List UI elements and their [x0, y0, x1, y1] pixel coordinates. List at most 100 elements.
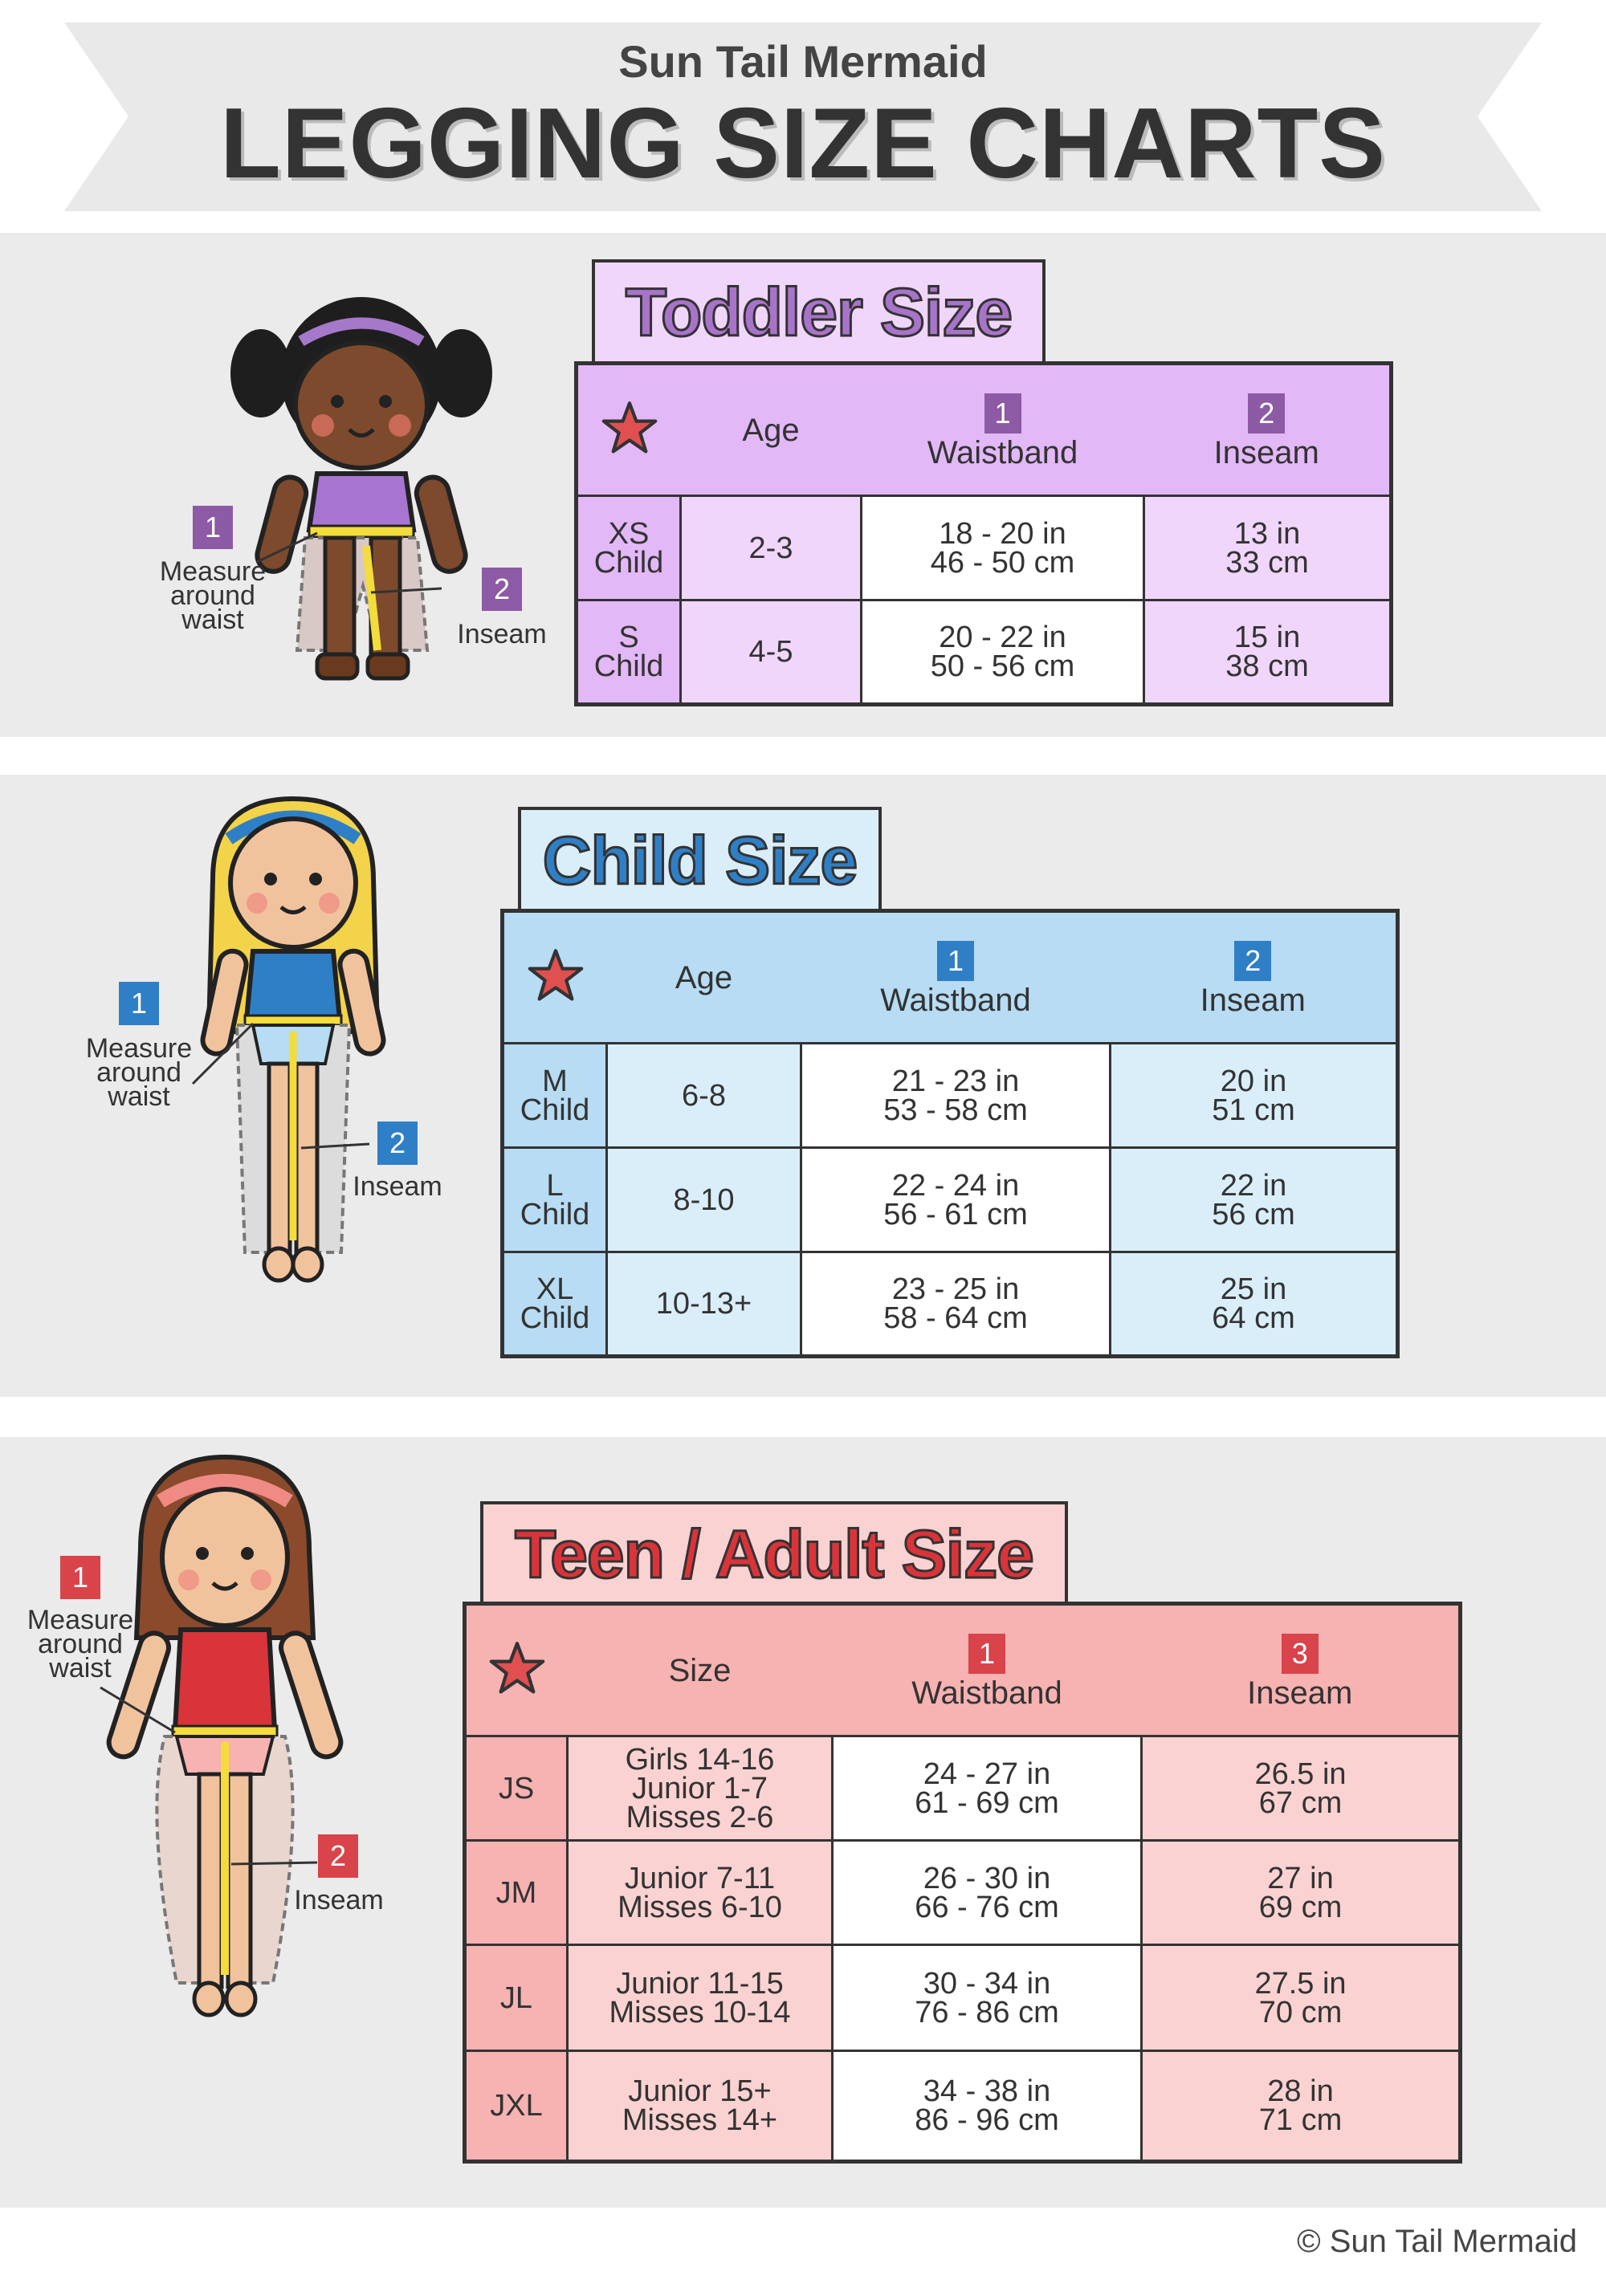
table-row: JS Girls 14-16 Junior 1-7 Misses 2-6 24 - … [463, 1735, 1461, 1842]
inseam-number-badge: 2 [1248, 393, 1286, 434]
table-row: XL Child 10-13+ 23 - 25 in 58 - 64 cm 25 i… [501, 1251, 1399, 1358]
teen-adult-size-table: Size 1 Waistband 3 Inseam JS Girls 14-16 Ju… [463, 1602, 1462, 2164]
table-row: JXL Junior 15+ Misses 14+ 34 - 38 in 86 - … [463, 2050, 1461, 2163]
waistband-label: Waistband [927, 434, 1078, 470]
age-cell: 10-13+ [605, 1251, 802, 1358]
star-icon [601, 401, 658, 454]
age-header: Age [680, 362, 862, 497]
waist-cell: 21 - 23 in 53 - 58 cm [800, 1042, 1111, 1149]
waist-cell: 22 - 24 in 56 - 61 cm [800, 1146, 1111, 1253]
size-header: Size [567, 1602, 833, 1737]
table-header-row: Size 1 Waistband 3 Inseam [464, 1602, 1461, 1737]
waist-cell: 23 - 25 in 58 - 64 cm [800, 1251, 1111, 1358]
toddler-title-tab: Toddler Size [592, 259, 1046, 362]
inseam-header: 2 Inseam [1110, 910, 1398, 1044]
toddler-title: Toddler Size [624, 273, 1013, 351]
child-title-tab: Child Size [518, 807, 882, 911]
waistband-label: Waistband [880, 982, 1031, 1018]
waist-cell: 26 - 30 in 66 - 76 cm [831, 1839, 1143, 1946]
table-row: XS Child 2-3 18 - 20 in 46 - 50 cm 13 in 33… [575, 495, 1392, 601]
teen-inseam-badge: 2 [318, 1834, 358, 1878]
inseam-number-badge: 2 [1234, 940, 1272, 981]
age-cell: 6-8 [605, 1042, 802, 1149]
teen-title: Teen / Adult Size [514, 1515, 1036, 1593]
waist-cell: 20 - 22 in 50 - 56 cm [860, 599, 1145, 706]
size-cell: JM [463, 1839, 569, 1946]
copyright-notice: © Sun Tail Mermaid [1297, 2224, 1577, 2259]
inseam-cell: 27 in 69 cm [1140, 1839, 1461, 1946]
inseam-label: Inseam [1247, 1675, 1353, 1711]
teen-measure-label: Measure around waist [26, 1605, 134, 1683]
waist-number-badge: 1 [968, 1633, 1005, 1674]
toddler-waist-badge: 1 [193, 506, 233, 549]
size-range-cell: Girls 14-16 Junior 1-7 Misses 2-6 [566, 1735, 834, 1842]
waist-number-badge: 1 [984, 393, 1021, 434]
inseam-label: Inseam [1213, 434, 1319, 470]
waist-cell: 18 - 20 in 46 - 50 cm [860, 495, 1145, 601]
size-cell: JS [463, 1735, 569, 1842]
table-header-row: Age 1 Waistband 2 Inseam [502, 910, 1398, 1044]
waist-cell: 30 - 34 in 76 - 86 cm [831, 1944, 1143, 2052]
inseam-cell: 26.5 in 67 cm [1140, 1735, 1461, 1842]
teen-figure-illustration [100, 1454, 344, 2017]
star-icon-cell [576, 362, 681, 497]
waist-cell: 34 - 38 in 86 - 96 cm [831, 2050, 1143, 2163]
size-range-cell: Junior 11-15 Misses 10-14 [566, 1944, 834, 2052]
teen-title-tab: Teen / Adult Size [480, 1501, 1068, 1604]
inseam-cell: 22 in 56 cm [1109, 1146, 1399, 1253]
table-row: JL Junior 11-15 Misses 10-14 30 - 34 in 76… [463, 1944, 1461, 2052]
size-cell: XL Child [501, 1251, 608, 1358]
size-cell: JL [463, 1944, 569, 2052]
teen-waist-badge: 1 [60, 1556, 100, 1599]
inseam-header: 2 Inseam [1143, 362, 1392, 497]
age-header: Age [606, 910, 801, 1044]
table-row: M Child 6-8 21 - 23 in 53 - 58 cm 20 in 51 … [501, 1042, 1399, 1149]
inseam-number-badge: 3 [1281, 1633, 1319, 1674]
waist-cell: 24 - 27 in 61 - 69 cm [831, 1735, 1143, 1842]
inseam-cell: 15 in 38 cm [1143, 599, 1392, 706]
title-banner [64, 22, 1542, 211]
inseam-cell: 27.5 in 70 cm [1140, 1944, 1461, 2052]
inseam-cell: 28 in 71 cm [1140, 2050, 1461, 2163]
age-cell: 4-5 [679, 599, 862, 706]
star-icon-cell [464, 1602, 568, 1737]
toddler-size-table: Age 1 Waistband 2 Inseam XS Child 2-3 18 - … [574, 361, 1393, 706]
child-inseam-badge: 2 [377, 1122, 418, 1165]
waistband-header: 1 Waistband [861, 362, 1144, 497]
child-inseam-label: Inseam [353, 1171, 442, 1202]
waist-number-badge: 1 [937, 940, 974, 981]
age-cell: 2-3 [679, 495, 862, 601]
table-row: L Child 8-10 22 - 24 in 56 - 61 cm 22 in 56… [501, 1146, 1399, 1253]
page-title: LEGGING SIZE CHARTS [220, 88, 1386, 199]
table-row: S Child 4-5 20 - 22 in 50 - 56 cm 15 in 38 … [575, 599, 1392, 706]
size-cell: L Child [501, 1146, 608, 1253]
size-range-cell: Junior 15+ Misses 14+ [566, 2050, 834, 2163]
toddler-measure-label: Measure around waist [159, 556, 267, 635]
size-range-cell: Junior 7-11 Misses 6-10 [566, 1839, 834, 1946]
toddler-figure-illustration [230, 297, 492, 681]
child-size-table: Age 1 Waistband 2 Inseam M Child 6-8 21 - 2… [500, 909, 1400, 1358]
table-row: JM Junior 7-11 Misses 6-10 26 - 30 in 66 -… [463, 1839, 1461, 1946]
child-figure-illustration [191, 796, 386, 1283]
star-icon [489, 1642, 545, 1694]
inseam-cell: 13 in 33 cm [1143, 495, 1392, 601]
waistband-label: Waistband [911, 1675, 1062, 1711]
waistband-header: 1 Waistband [832, 1602, 1142, 1737]
waistband-header: 1 Waistband [801, 910, 1111, 1044]
child-measure-label: Measure around waist [85, 1033, 193, 1112]
size-cell: M Child [501, 1042, 608, 1149]
inseam-label: Inseam [1200, 982, 1306, 1018]
inseam-cell: 25 in 64 cm [1109, 1251, 1399, 1358]
brand-name: Sun Tail Mermaid [618, 36, 988, 87]
star-icon [528, 949, 584, 1001]
size-cell: XS Child [575, 495, 682, 601]
size-cell: JXL [463, 2050, 569, 2163]
age-cell: 8-10 [605, 1146, 802, 1253]
star-icon-cell [502, 910, 607, 1044]
toddler-inseam-label: Inseam [457, 619, 547, 649]
table-header-row: Age 1 Waistband 2 Inseam [576, 362, 1392, 497]
inseam-header: 3 Inseam [1141, 1602, 1461, 1737]
child-title: Child Size [541, 821, 858, 899]
toddler-inseam-badge: 2 [482, 568, 522, 611]
inseam-cell: 20 in 51 cm [1109, 1042, 1399, 1149]
